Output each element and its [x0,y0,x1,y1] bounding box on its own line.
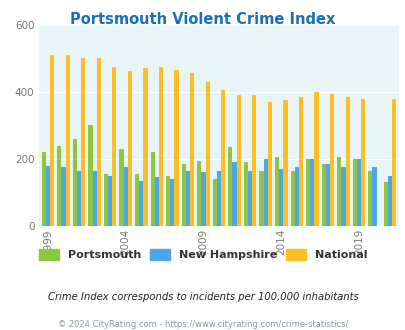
Bar [108,176,112,226]
Bar [190,73,194,226]
Bar [352,159,356,226]
Bar [321,164,325,226]
Bar [212,179,216,226]
Bar [247,171,252,226]
Bar [232,162,236,226]
Bar [309,159,314,226]
Bar [314,92,318,226]
Bar [88,125,92,226]
Bar [252,95,256,226]
Bar [104,174,108,226]
Bar [57,146,61,226]
Bar [387,176,391,226]
Bar [290,171,294,226]
Bar [166,176,170,226]
Bar [371,167,376,226]
Bar [197,161,201,226]
Bar [72,139,77,226]
Bar [383,182,387,226]
Bar [123,167,128,226]
Bar [46,166,50,226]
Bar [356,159,360,226]
Bar [92,171,96,226]
Bar [294,167,298,226]
Bar [170,179,174,226]
Bar [185,171,190,226]
Bar [77,171,81,226]
Bar [154,178,158,226]
Bar [345,97,349,226]
Bar [336,157,341,226]
Bar [329,93,333,226]
Bar [96,58,101,226]
Bar [174,70,178,226]
Bar [128,71,132,226]
Bar [216,171,221,226]
Bar [391,99,395,226]
Text: © 2024 CityRating.com - https://www.cityrating.com/crime-statistics/: © 2024 CityRating.com - https://www.city… [58,320,347,329]
Bar [298,97,303,226]
Bar [367,171,371,226]
Bar [61,167,66,226]
Bar [139,181,143,226]
Bar [50,55,54,226]
Bar [305,159,309,226]
Bar [112,67,116,226]
Bar [66,55,70,226]
Bar [243,162,247,226]
Bar [267,102,271,226]
Text: Crime Index corresponds to incidents per 100,000 inhabitants: Crime Index corresponds to incidents per… [47,292,358,302]
Legend: Portsmouth, New Hampshire, National: Portsmouth, New Hampshire, National [39,249,366,260]
Bar [143,68,147,226]
Bar [221,90,225,226]
Bar [341,167,345,226]
Bar [259,171,263,226]
Bar [325,164,329,226]
Bar [42,152,46,226]
Bar [134,174,139,226]
Bar [181,164,185,226]
Bar [119,149,123,226]
Bar [360,99,364,226]
Bar [283,100,287,226]
Bar [205,82,209,226]
Bar [150,152,154,226]
Bar [236,95,240,226]
Bar [263,159,267,226]
Bar [81,58,85,226]
Text: Portsmouth Violent Crime Index: Portsmouth Violent Crime Index [70,12,335,26]
Bar [201,172,205,226]
Bar [228,147,232,226]
Bar [274,157,279,226]
Bar [158,67,163,226]
Bar [279,169,283,226]
